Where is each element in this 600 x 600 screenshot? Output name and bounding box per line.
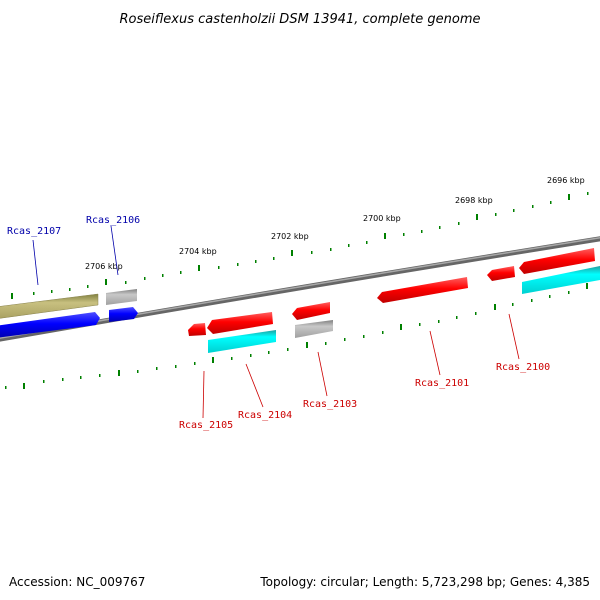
gene-rcas-2105[interactable]: [188, 323, 206, 336]
gene-rcas-2106[interactable]: [109, 307, 138, 322]
scale-label-2706: 2706 kbp: [85, 262, 123, 271]
scale-label-2696: 2696 kbp: [547, 176, 585, 185]
map-title: Roseiflexus castenholzii DSM 13941, comp…: [120, 12, 481, 27]
gene-label-rcas-2104: Rcas_2104: [238, 410, 292, 421]
gene-label-rcas-2107: Rcas_2107: [7, 226, 61, 237]
gene-rcas-2101[interactable]: [377, 277, 468, 303]
gene-label-rcas-2100: Rcas_2100: [496, 362, 550, 373]
scale-label-2702: 2702 kbp: [271, 232, 309, 241]
connector-rcas-2103: [317, 351, 328, 397]
gene-rcas-2100[interactable]: [487, 266, 515, 281]
connector-rcas-2100: [508, 313, 520, 360]
connector-rcas-2105: [202, 370, 205, 419]
feature-olive[interactable]: [0, 293, 99, 319]
gene-rcas-2104[interactable]: [207, 312, 273, 334]
scale-label-2704: 2704 kbp: [179, 247, 217, 256]
gene-label-rcas-2103: Rcas_2103: [303, 399, 357, 410]
feature-grey-lower[interactable]: [295, 320, 333, 338]
gene-label-rcas-2105: Rcas_2105: [179, 420, 233, 431]
gene-rcas-2099[interactable]: [519, 248, 595, 274]
feature-grey-upper[interactable]: [106, 289, 137, 305]
scale-label-2700: 2700 kbp: [363, 214, 401, 223]
connector-rcas-2107: [32, 239, 39, 286]
gene-rcas-2107[interactable]: [0, 312, 100, 338]
gene-rcas-2099-cds[interactable]: [522, 266, 600, 294]
lower-scale-ticks: [5, 283, 588, 389]
gene-label-rcas-2101: Rcas_2101: [415, 378, 469, 389]
gene-rcas-2103[interactable]: [292, 302, 330, 320]
upper-scale-ticks: [11, 192, 589, 299]
scale-label-2698: 2698 kbp: [455, 196, 493, 205]
connector-rcas-2101: [429, 330, 441, 376]
gene-rcas-2104-cds[interactable]: [208, 330, 276, 353]
connector-rcas-2106: [110, 225, 119, 276]
genome-summary-text: Topology: circular; Length: 5,723,298 bp…: [259, 575, 590, 589]
gene-label-rcas-2106: Rcas_2106: [86, 215, 140, 226]
accession-text: Accession: NC_009767: [9, 575, 145, 589]
connector-rcas-2104: [245, 363, 264, 408]
